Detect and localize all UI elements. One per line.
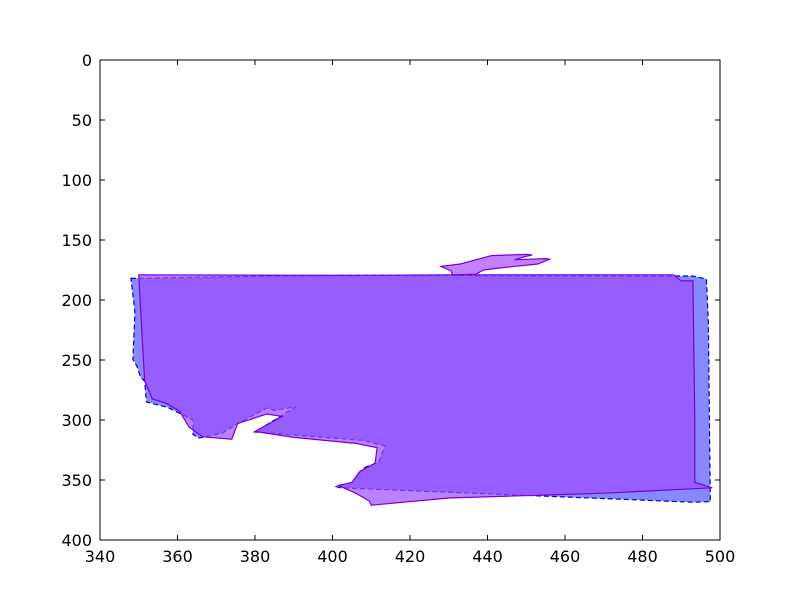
x-tick-label: 400 — [317, 547, 348, 566]
series-layer — [130, 253, 713, 506]
y-tick-label: 250 — [61, 351, 92, 370]
y-tick-label: 50 — [72, 111, 92, 130]
series-2-polygon — [138, 274, 713, 506]
series-3-polygon — [438, 253, 552, 276]
x-tick-label: 340 — [85, 547, 116, 566]
y-tick-label: 150 — [61, 231, 92, 250]
x-tick-label: 460 — [550, 547, 581, 566]
y-tick-label: 0 — [82, 51, 92, 70]
x-tick-label: 440 — [472, 547, 503, 566]
x-tick-label: 380 — [240, 547, 271, 566]
y-tick-label: 200 — [61, 291, 92, 310]
y-tick-label: 300 — [61, 411, 92, 430]
y-tick-label: 400 — [61, 531, 92, 550]
y-tick-label: 350 — [61, 471, 92, 490]
y-tick-label: 100 — [61, 171, 92, 190]
x-tick-label: 480 — [627, 547, 658, 566]
x-tick-label: 360 — [162, 547, 193, 566]
y-axis: 0 50 100 150 200 250 300 350 400 — [61, 51, 720, 550]
x-tick-label: 500 — [705, 547, 736, 566]
x-axis: 340 360 380 400 420 440 460 480 500 — [85, 60, 736, 566]
x-tick-label: 420 — [395, 547, 426, 566]
